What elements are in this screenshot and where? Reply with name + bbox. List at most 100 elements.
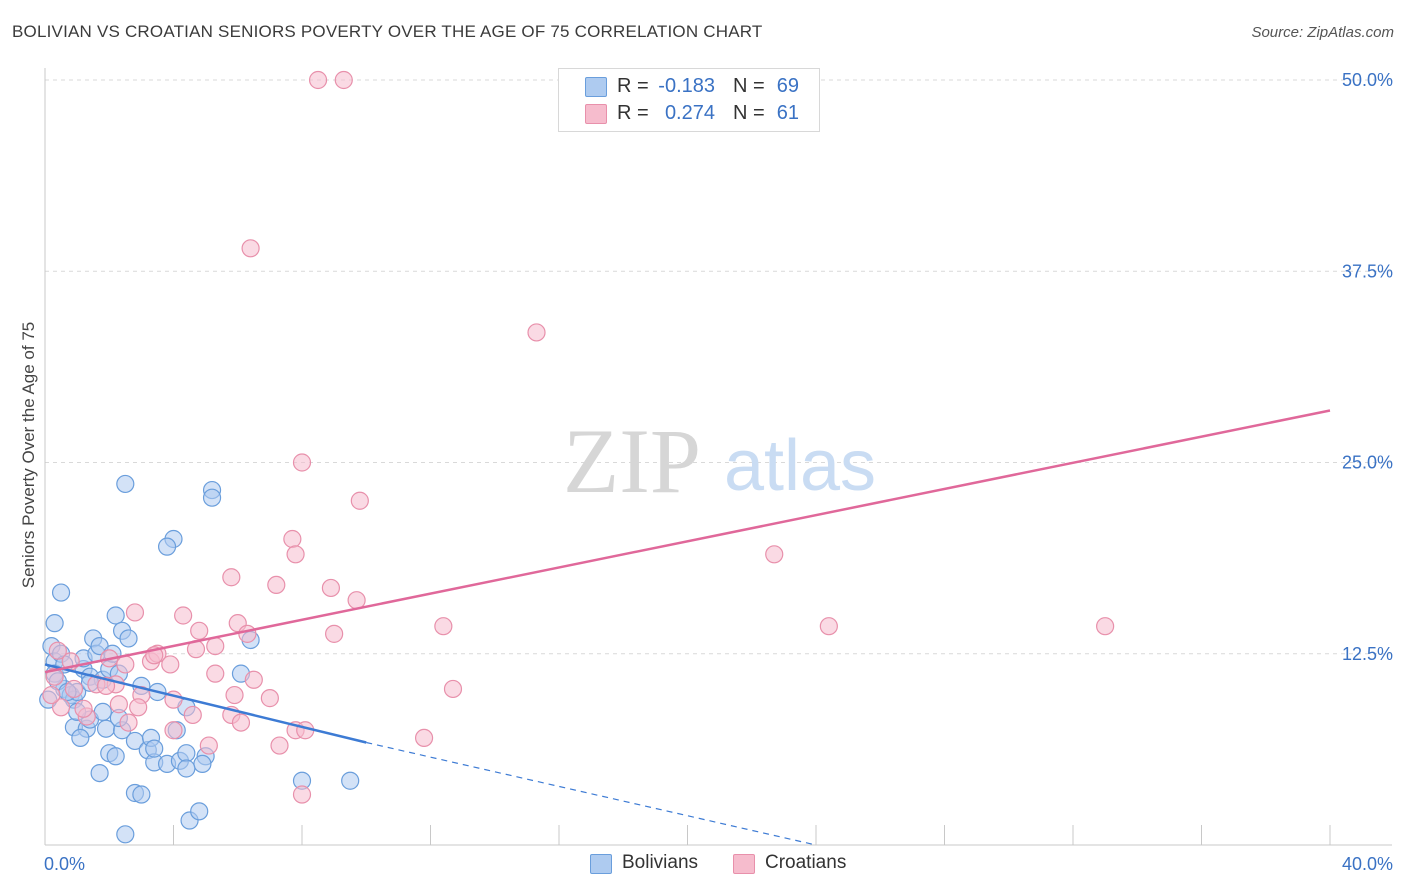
croatian-point — [96, 676, 116, 695]
n-value: 69 — [776, 75, 799, 97]
croatian-point — [51, 698, 71, 717]
croatian-point — [64, 679, 84, 699]
croatian-point — [244, 670, 263, 689]
y-axis-label: Seniors Poverty Over the Age of 75 — [19, 322, 38, 588]
legend-row-croatians: R = 0.274 N = 61 — [559, 100, 819, 126]
croatian-point — [267, 575, 286, 595]
croatian-point — [164, 721, 183, 740]
grid-lines — [45, 79, 1392, 655]
bolivian-point — [341, 771, 360, 790]
croatian-point — [527, 323, 546, 342]
croatian-point — [161, 655, 180, 674]
croatian-point — [231, 713, 251, 732]
croatian-point — [443, 679, 463, 699]
croatian-point — [129, 698, 148, 717]
croatian-point — [1096, 617, 1115, 636]
legend-row-bolivians: R = -0.183 N = 69 — [559, 73, 819, 99]
croatians-swatch — [585, 104, 607, 124]
legend-label: Bolivians — [622, 852, 699, 873]
bolivian-point — [71, 728, 90, 748]
croatian-point — [206, 664, 225, 683]
source-label: Source: ZipAtlas.com — [1251, 24, 1394, 41]
tick-labels: 12.5% 25.0% 37.5% 50.0% 0.0% 40.0% — [44, 70, 1393, 874]
y-tick-label: 50.0% — [1342, 70, 1393, 90]
y-tick-label: 37.5% — [1342, 261, 1393, 281]
croatians-trend-line — [44, 409, 1331, 674]
croatian-point — [42, 685, 61, 705]
bolivian-point — [119, 629, 138, 648]
croatian-point — [225, 685, 244, 705]
croatian-point — [347, 591, 366, 610]
y-tick-label: 12.5% — [1342, 644, 1393, 664]
bolivian-point — [190, 802, 209, 821]
bolivian-point — [106, 747, 125, 766]
bolivian-point — [132, 785, 151, 804]
croatian-point — [321, 578, 341, 598]
croatian-point — [199, 736, 218, 755]
bolivian-point — [116, 474, 135, 494]
croatian-point — [819, 617, 838, 636]
croatian-point — [190, 621, 209, 640]
x-tick-label: 0.0% — [44, 854, 85, 874]
croatian-point — [308, 70, 328, 90]
croatian-point — [238, 624, 257, 643]
croatian-point — [283, 529, 302, 549]
croatian-point — [241, 239, 260, 258]
bolivian-point — [193, 754, 212, 774]
croatian-point — [350, 491, 369, 510]
bolivian-point — [45, 614, 64, 633]
bolivians-points — [39, 474, 360, 844]
r-label: R = — [617, 75, 649, 97]
croatian-point — [286, 545, 305, 564]
correlation-legend: R = -0.183 N = 69 R = 0.274 N = 61 — [558, 68, 820, 132]
r-value: 0.274 — [664, 102, 715, 124]
bolivians-trend-extension — [366, 741, 817, 846]
croatian-point — [74, 699, 93, 718]
bolivian-point — [177, 744, 196, 763]
y-tick-label: 25.0% — [1342, 453, 1393, 473]
croatian-point — [260, 689, 279, 708]
bolivian-point — [93, 702, 112, 721]
croatian-point — [48, 641, 67, 660]
axes — [44, 68, 1392, 846]
croatian-point — [414, 728, 434, 748]
bolivian-point — [202, 488, 222, 507]
croatian-point — [292, 453, 312, 472]
bolivian-point — [116, 825, 135, 844]
croatian-point — [325, 624, 344, 643]
bolivian-point — [90, 763, 109, 783]
croatian-point — [116, 655, 135, 674]
croatian-point — [183, 705, 202, 725]
bolivian-point — [145, 739, 164, 758]
bolivian-point — [157, 537, 177, 556]
watermark-atlas: atlas — [724, 426, 876, 506]
bolivians-trend-line — [44, 663, 367, 744]
series-legend: Bolivians Croatians — [0, 852, 1406, 878]
legend-label: Croatians — [765, 852, 847, 873]
bolivian-point — [51, 583, 71, 602]
croatian-point — [270, 736, 289, 755]
r-value: -0.183 — [658, 75, 715, 97]
bolivian-point — [106, 606, 125, 625]
croatian-point — [206, 636, 225, 656]
n-label: N = — [733, 75, 765, 97]
croatian-point — [119, 713, 138, 732]
bolivian-point — [177, 759, 196, 778]
croatian-point — [434, 617, 453, 636]
chart-title: BOLIVIAN VS CROATIAN SENIORS POVERTY OVE… — [12, 22, 763, 41]
croatian-point — [174, 606, 193, 625]
r-label: R = — [617, 102, 649, 124]
trend-lines — [44, 409, 1331, 846]
croatian-point — [765, 545, 784, 564]
x-tick-label: 40.0% — [1342, 854, 1393, 874]
croatian-point — [125, 603, 145, 622]
croatian-point — [45, 667, 64, 686]
n-label: N = — [733, 102, 765, 124]
n-value: 61 — [776, 102, 799, 124]
croatians-swatch — [733, 854, 755, 874]
croatian-point — [292, 785, 312, 804]
bolivians-swatch — [590, 854, 612, 874]
bolivians-swatch — [585, 77, 607, 97]
croatian-point — [109, 695, 128, 714]
